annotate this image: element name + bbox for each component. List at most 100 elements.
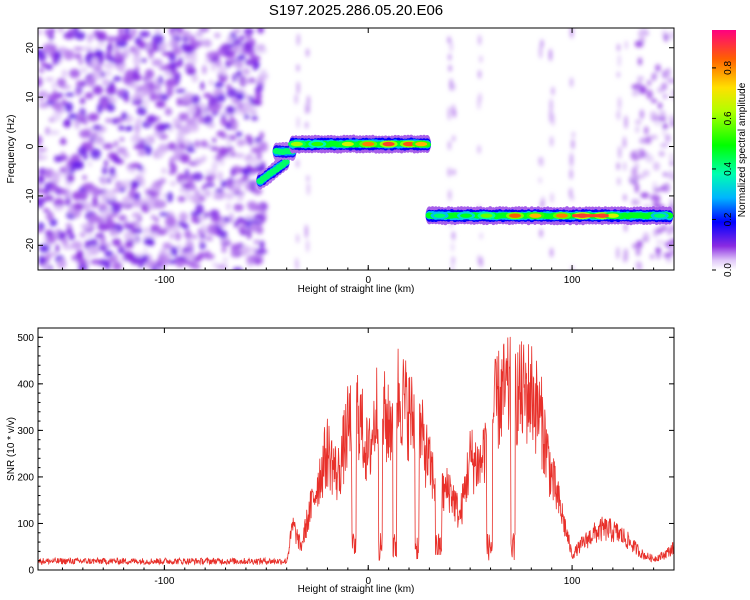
noise-blob <box>653 121 663 126</box>
noise-blob <box>635 125 640 134</box>
noise-blob <box>669 161 674 166</box>
noise-blob <box>236 195 243 202</box>
noise-blob <box>79 232 86 238</box>
noise-blob <box>160 94 169 101</box>
noise-blob <box>631 90 639 97</box>
ridge-core <box>460 213 473 218</box>
noise-blob <box>92 70 102 81</box>
snr-axes: -100 0 100 0 100 200 300 400 500 <box>17 327 675 587</box>
noise-blob <box>660 185 667 192</box>
noise-blob <box>240 230 247 236</box>
noise-blob <box>82 46 93 51</box>
noise-blob <box>205 169 216 175</box>
noise-blob <box>79 97 86 105</box>
noise-blob <box>46 234 56 244</box>
noise-blob <box>176 72 181 81</box>
ridge-core <box>509 213 521 218</box>
noise-blob <box>128 189 137 200</box>
noise-blob <box>204 58 211 63</box>
noise-blob <box>649 110 657 118</box>
noise-blob <box>149 94 156 102</box>
noise-blob <box>668 114 674 123</box>
noise-blob <box>203 114 213 126</box>
noise-blob <box>252 64 258 71</box>
noise-streak <box>306 95 310 108</box>
noise-blob <box>94 49 104 57</box>
noise-blob <box>181 30 191 38</box>
noise-blob <box>159 248 167 256</box>
noise-blob <box>201 155 207 162</box>
noise-blob <box>136 106 147 116</box>
noise-blob <box>122 250 134 262</box>
noise-blob <box>226 136 231 148</box>
noise-blob <box>106 35 116 42</box>
noise-blob <box>123 47 130 56</box>
noise-blob <box>249 38 256 47</box>
noise-blob <box>45 100 56 105</box>
noise-blob <box>173 28 178 38</box>
noise-blob <box>155 267 168 270</box>
colorbar-tick-label: 0.8 <box>723 61 734 75</box>
noise-blob <box>61 69 68 78</box>
noise-blob <box>87 161 93 167</box>
noise-blob <box>257 28 265 34</box>
noise-blob <box>121 33 134 41</box>
noise-blob <box>73 28 79 35</box>
noise-blob <box>124 28 130 35</box>
noise-blob <box>657 116 667 122</box>
noise-blob <box>233 182 240 188</box>
noise-blob <box>190 234 199 239</box>
noise-blob <box>655 64 661 73</box>
snr-ylabel: SNR (10 * v/v) <box>6 417 17 481</box>
noise-blob <box>118 214 127 222</box>
noise-blob <box>195 189 200 195</box>
noise-blob <box>191 55 197 65</box>
noise-blob <box>237 140 249 145</box>
noise-blob <box>174 231 182 241</box>
noise-blob <box>191 94 201 105</box>
noise-blob <box>42 49 53 54</box>
noise-blob <box>651 98 658 103</box>
noise-blob <box>102 78 110 87</box>
ridge-core <box>572 214 609 218</box>
noise-blob <box>56 187 67 195</box>
noise-streak <box>538 177 542 184</box>
noise-blob <box>38 255 46 264</box>
noise-blob <box>178 211 188 223</box>
noise-blob <box>154 217 159 223</box>
noise-blob <box>219 158 225 166</box>
noise-blob <box>662 122 668 130</box>
noise-blob <box>215 59 223 69</box>
figure-title: S197.2025.286.05.20.E06 <box>269 2 443 19</box>
noise-streak <box>296 36 300 46</box>
noise-blob <box>112 75 122 82</box>
noise-blob <box>43 194 54 202</box>
noise-blob <box>51 177 60 184</box>
noise-blob <box>242 67 251 76</box>
noise-streak <box>539 228 543 238</box>
noise-blob <box>217 171 223 182</box>
noise-blob <box>188 186 197 192</box>
noise-blob <box>246 33 252 41</box>
noise-streak <box>306 48 310 58</box>
noise-blob <box>221 45 227 50</box>
noise-blob <box>240 244 252 255</box>
noise-blob <box>50 171 62 179</box>
noise-blob <box>54 50 62 61</box>
noise-blob <box>211 261 219 268</box>
noise-blob <box>143 248 148 254</box>
noise-blob <box>201 185 207 191</box>
noise-blob <box>104 250 114 258</box>
noise-blob <box>142 97 149 109</box>
ridge-core <box>311 141 324 147</box>
noise-streak <box>571 139 575 150</box>
x-tick-label: -100 <box>154 576 174 587</box>
noise-streak <box>477 254 481 265</box>
noise-blob <box>126 125 133 131</box>
noise-blob <box>661 82 668 91</box>
noise-blob <box>203 212 210 218</box>
noise-blob <box>211 172 217 180</box>
noise-blob <box>64 92 75 97</box>
noise-blob <box>241 167 252 176</box>
noise-blob <box>116 147 128 155</box>
